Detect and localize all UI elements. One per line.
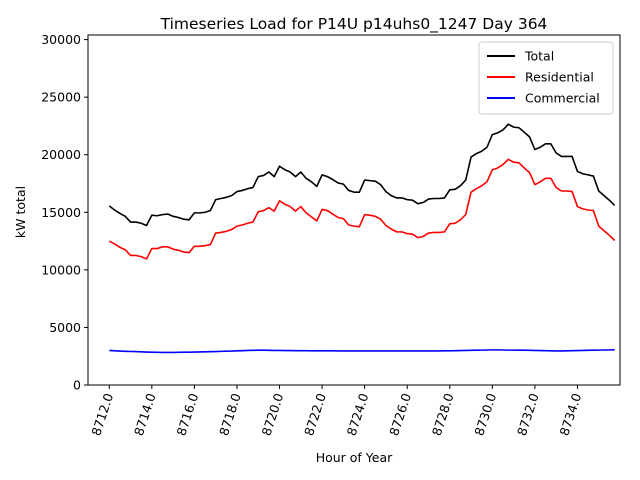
series-line-commercial	[109, 348, 615, 354]
legend-box	[478, 41, 614, 115]
y-axis-label: kW total	[13, 186, 28, 238]
y-tick-label: 10000	[41, 262, 81, 277]
x-axis-label: Hour of Year	[316, 450, 393, 465]
series-layer	[108, 123, 616, 354]
y-tick-label: 20000	[41, 147, 81, 162]
y-axis: 0 5000 10000 15000 20000 25000 30000	[41, 32, 88, 393]
series-line-residential	[108, 158, 616, 260]
series-line-total	[108, 123, 616, 227]
legend: Total Residential Commercial	[478, 41, 614, 115]
y-tick-label: 25000	[41, 90, 81, 105]
y-tick-label: 15000	[41, 205, 81, 220]
plot-frame	[87, 34, 621, 386]
y-tick-label: 5000	[49, 320, 81, 335]
y-tick-label: 0	[73, 378, 81, 393]
legend-label-residential: Residential	[525, 70, 594, 85]
legend-label-commercial: Commercial	[525, 91, 600, 106]
legend-label-total: Total	[524, 49, 554, 64]
chart-title: Timeseries Load for P14U p14uhs0_1247 Da…	[160, 15, 548, 34]
y-tick-label: 30000	[41, 32, 81, 47]
